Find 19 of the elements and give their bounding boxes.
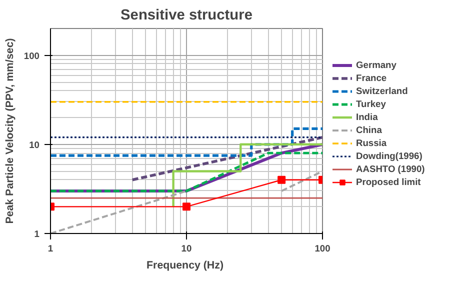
- legend-label: Germany: [356, 59, 396, 71]
- legend-label: France: [356, 72, 387, 84]
- y-axis-title: Peak Particle Velocity (PPV, mm/sec): [4, 38, 16, 224]
- legend-label: India: [356, 111, 378, 123]
- y-tick-label: 1: [34, 229, 40, 239]
- chart-title: Sensitive structure: [120, 8, 252, 24]
- legend-label: Dowding(1996): [356, 150, 422, 162]
- legend-label: AASHTO (1990): [356, 163, 425, 175]
- y-tick-label: 100: [24, 50, 40, 61]
- legend-label: China: [356, 124, 382, 136]
- x-axis-title: Frequency (Hz): [146, 260, 224, 272]
- x-tick-label: 10: [181, 244, 192, 254]
- legend-label: Russia: [356, 137, 387, 149]
- x-tick-label: 100: [314, 244, 330, 254]
- legend-label: Turkey: [356, 98, 386, 110]
- legend-label: Proposed limit: [356, 176, 421, 188]
- x-tick-label: 1: [48, 244, 54, 254]
- legend-label: Switzerland: [356, 85, 408, 97]
- y-tick-label: 10: [29, 140, 40, 150]
